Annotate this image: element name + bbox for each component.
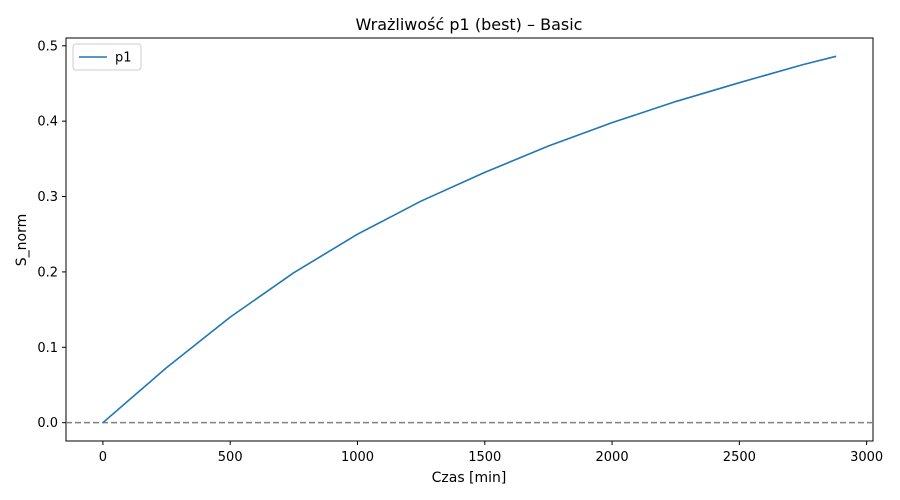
x-tick-label: 2500 xyxy=(723,450,756,465)
y-tick-label: 0.3 xyxy=(37,190,58,205)
series-line-p1 xyxy=(102,55,837,424)
x-tick-label: 1000 xyxy=(341,450,374,465)
series-layer xyxy=(66,55,873,424)
y-axis-label: S_norm xyxy=(14,214,30,266)
x-tick-label: 500 xyxy=(218,450,243,465)
x-tick-label: 3000 xyxy=(850,450,883,465)
legend: p1 xyxy=(72,43,142,71)
plot-frame xyxy=(65,37,874,442)
x-axis: 0 500 1000 1500 2000 2500 3000 xyxy=(99,441,883,465)
x-axis-label: Czas [min] xyxy=(432,470,507,486)
y-tick-label: 0.1 xyxy=(37,341,58,356)
chart-title: Wrażliwość p1 (best) – Basic xyxy=(356,15,583,34)
x-tick-label: 0 xyxy=(99,450,107,465)
y-tick-label: 0.2 xyxy=(37,265,58,280)
y-tick-label: 0.5 xyxy=(37,39,58,54)
legend-label-p1: p1 xyxy=(115,51,132,66)
y-tick-label: 0.0 xyxy=(37,416,58,431)
y-axis: 0.0 0.1 0.2 0.3 0.4 0.5 xyxy=(37,39,66,431)
x-tick-label: 2000 xyxy=(596,450,629,465)
plot-area xyxy=(65,37,874,442)
y-tick-label: 0.4 xyxy=(37,115,58,130)
x-tick-label: 1500 xyxy=(468,450,501,465)
